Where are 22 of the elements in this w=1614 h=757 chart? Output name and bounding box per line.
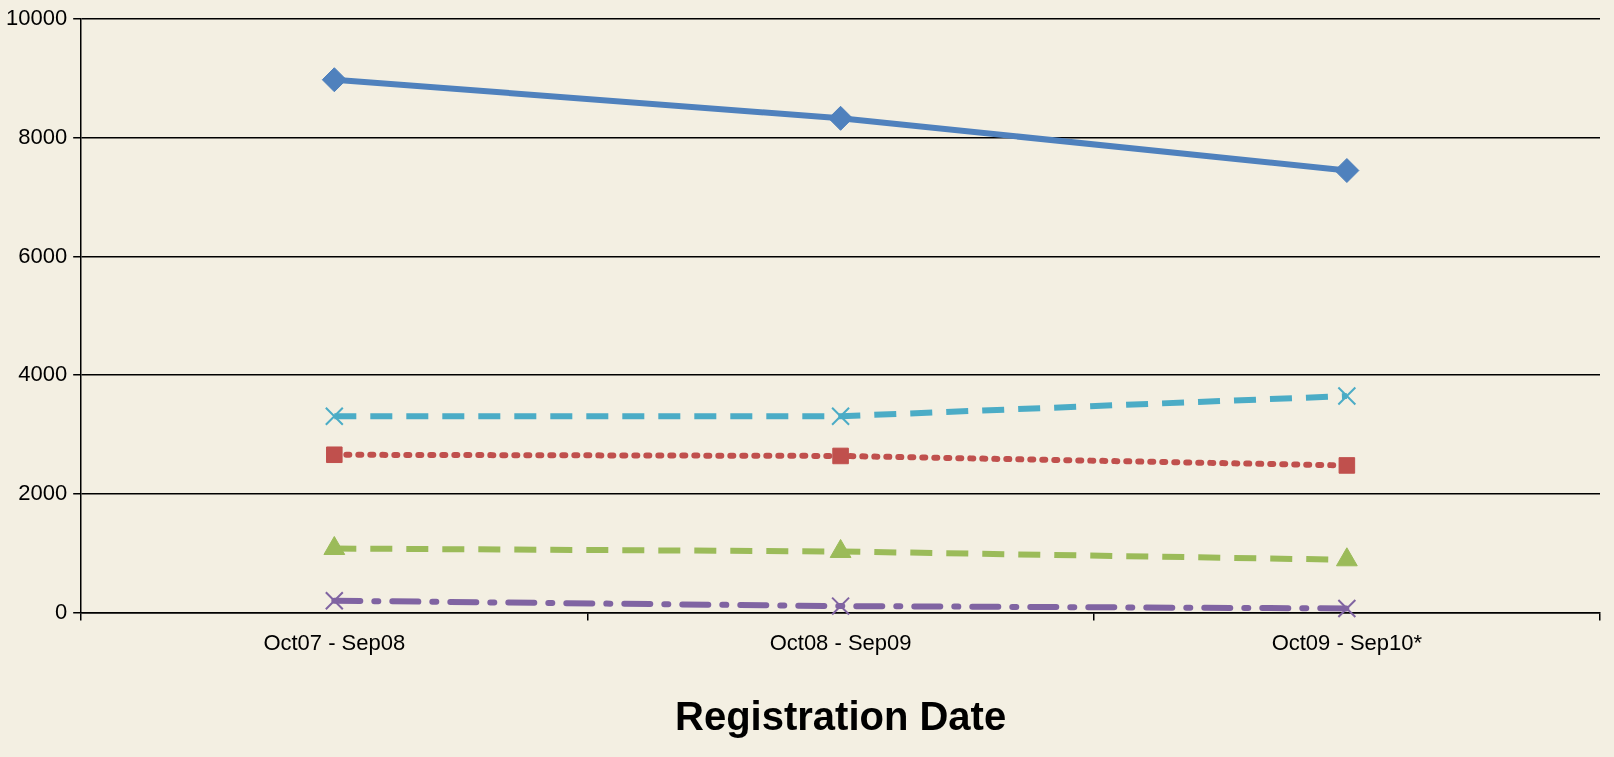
point [321,67,347,93]
point [831,596,851,616]
point [1337,598,1357,618]
y-tick-label: 6000 [18,242,68,268]
point [1337,386,1357,406]
point [326,446,343,464]
x-axis-title: Registration Date [675,694,1007,739]
point [831,406,851,426]
y-tick-label: 0 [54,598,68,624]
point [1338,457,1356,474]
point [832,447,849,465]
y-tick-label: 4000 [18,361,68,387]
point [324,591,344,611]
point [324,406,344,426]
point [1334,158,1360,184]
x-tick-label: Oct09 - Sep10* [1271,629,1423,655]
y-tick-label: 8000 [18,123,68,149]
x-tick-label: Oct07 - Sep08 [263,629,406,655]
y-tick-label: 2000 [18,479,68,505]
x-tick-label: Oct08 - Sep09 [769,629,912,655]
y-tick-label: 10000 [5,5,68,31]
point [828,105,854,131]
